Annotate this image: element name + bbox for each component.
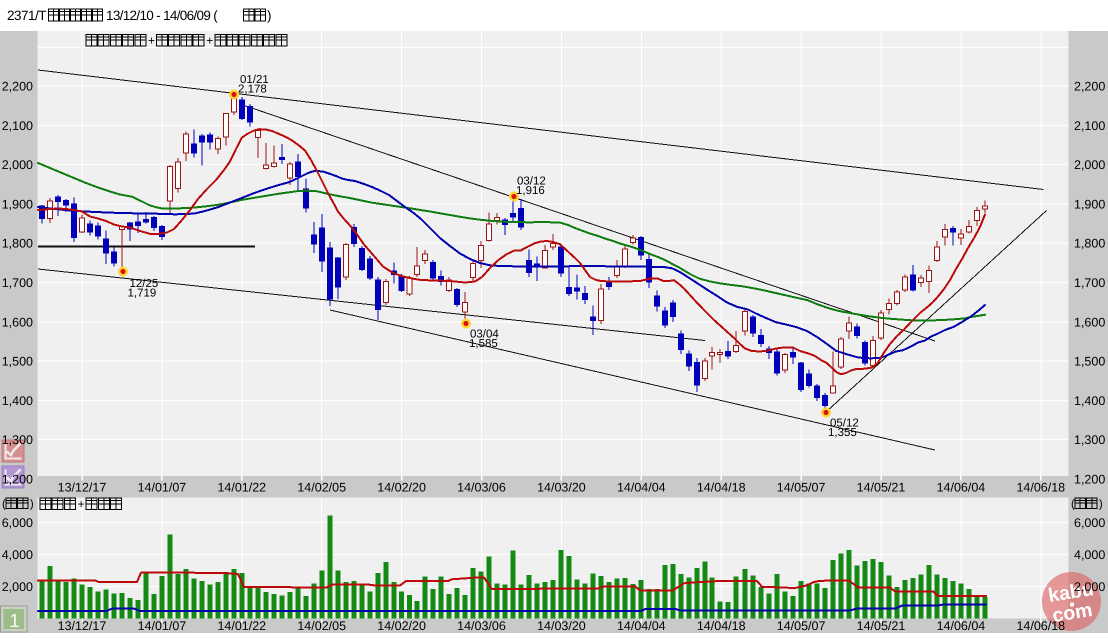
- svg-text:): ): [1099, 499, 1103, 511]
- svg-text:(: (: [1071, 499, 1075, 511]
- svg-text:14/05/07: 14/05/07: [777, 619, 826, 633]
- svg-text:1,200: 1,200: [1074, 473, 1105, 487]
- svg-text:14/03/06: 14/03/06: [457, 619, 506, 633]
- svg-text:1,200: 1,200: [2, 473, 33, 487]
- svg-text:01/21: 01/21: [240, 74, 269, 86]
- svg-text:2,200: 2,200: [2, 80, 33, 94]
- svg-text:2,200: 2,200: [1074, 80, 1105, 94]
- svg-text:1,500: 1,500: [2, 355, 33, 369]
- svg-text:14/06/18: 14/06/18: [1016, 619, 1065, 633]
- svg-text:1,700: 1,700: [2, 276, 33, 290]
- svg-text:+: +: [206, 34, 213, 48]
- svg-text:1,500: 1,500: [1074, 355, 1105, 369]
- svg-text:1,719: 1,719: [128, 288, 157, 300]
- svg-text:14/05/21: 14/05/21: [857, 619, 906, 633]
- svg-text:2,000: 2,000: [1074, 158, 1105, 172]
- svg-text:1,355: 1,355: [828, 427, 857, 439]
- svg-text:1,400: 1,400: [2, 394, 33, 408]
- svg-text:2,000: 2,000: [2, 158, 33, 172]
- svg-text:1,600: 1,600: [1074, 315, 1105, 329]
- svg-text:6,000: 6,000: [1074, 516, 1105, 530]
- svg-text:03/04: 03/04: [470, 329, 499, 341]
- svg-text:1,800: 1,800: [2, 237, 33, 251]
- svg-text:13/12/17: 13/12/17: [58, 619, 107, 633]
- svg-text:): ): [267, 8, 272, 23]
- svg-text:1,300: 1,300: [2, 433, 33, 447]
- svg-text:14/04/18: 14/04/18: [697, 481, 746, 495]
- svg-text:(: (: [2, 499, 6, 511]
- svg-text:12/25: 12/25: [130, 278, 159, 290]
- svg-text:14/05/21: 14/05/21: [857, 481, 906, 495]
- svg-text:+: +: [78, 497, 85, 511]
- svg-text:14/03/20: 14/03/20: [537, 481, 586, 495]
- svg-text:2,178: 2,178: [238, 84, 267, 96]
- svg-text:1: 1: [9, 611, 20, 632]
- svg-text:2371/T: 2371/T: [7, 8, 46, 23]
- svg-text:1,916: 1,916: [516, 185, 545, 197]
- svg-text:14/05/07: 14/05/07: [777, 481, 826, 495]
- svg-text:14/04/04: 14/04/04: [617, 619, 666, 633]
- svg-text:1,400: 1,400: [1074, 394, 1105, 408]
- svg-text:05/12: 05/12: [830, 418, 859, 430]
- svg-text:14/02/05: 14/02/05: [297, 481, 346, 495]
- svg-text:1,585: 1,585: [469, 338, 498, 350]
- svg-text:1,900: 1,900: [2, 197, 33, 211]
- svg-text:+: +: [148, 34, 155, 48]
- svg-text:14/03/20: 14/03/20: [537, 619, 586, 633]
- svg-text:2,100: 2,100: [1074, 119, 1105, 133]
- svg-text:2,000: 2,000: [1074, 580, 1105, 594]
- svg-text:1,900: 1,900: [1074, 197, 1105, 211]
- svg-text:2,100: 2,100: [2, 119, 33, 133]
- svg-text:6,000: 6,000: [2, 516, 33, 530]
- svg-text:4,000: 4,000: [2, 548, 33, 562]
- svg-text:14/01/22: 14/01/22: [217, 481, 266, 495]
- svg-text:14/01/07: 14/01/07: [138, 481, 187, 495]
- svg-text:1,300: 1,300: [1074, 433, 1105, 447]
- svg-text:14/01/07: 14/01/07: [138, 619, 187, 633]
- svg-text:1,600: 1,600: [2, 315, 33, 329]
- svg-text:13/12/17: 13/12/17: [58, 481, 107, 495]
- svg-text:14/06/18: 14/06/18: [1016, 481, 1065, 495]
- svg-text:03/12: 03/12: [517, 176, 546, 188]
- svg-text:1,800: 1,800: [1074, 237, 1105, 251]
- svg-text:14/02/20: 14/02/20: [377, 481, 426, 495]
- svg-text:14/04/04: 14/04/04: [617, 481, 666, 495]
- svg-text:14/02/20: 14/02/20: [377, 619, 426, 633]
- svg-text:14/06/04: 14/06/04: [937, 481, 986, 495]
- svg-text:14/02/05: 14/02/05: [297, 619, 346, 633]
- svg-text:2,000: 2,000: [2, 580, 33, 594]
- svg-text:13/12/10 - 14/06/09 (: 13/12/10 - 14/06/09 (: [106, 8, 218, 23]
- svg-text:14/03/06: 14/03/06: [457, 481, 506, 495]
- svg-text:1,700: 1,700: [1074, 276, 1105, 290]
- svg-text:4,000: 4,000: [1074, 548, 1105, 562]
- svg-text:14/04/18: 14/04/18: [697, 619, 746, 633]
- svg-text:14/06/04: 14/06/04: [937, 619, 986, 633]
- svg-text:14/01/22: 14/01/22: [217, 619, 266, 633]
- svg-text:): ): [30, 499, 34, 511]
